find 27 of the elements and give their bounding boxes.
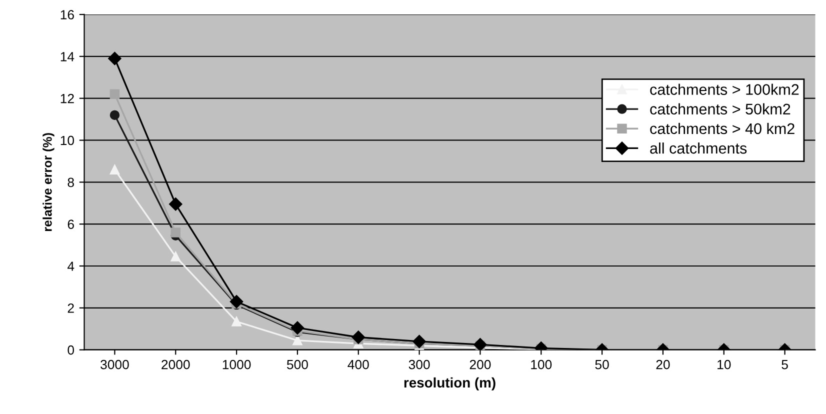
legend-label: catchments > 100km2	[650, 84, 799, 95]
y-tick-label: 4	[67, 262, 74, 271]
x-tick-label: 20	[656, 360, 670, 370]
y-tick-label: 10	[60, 136, 74, 146]
y-tick-label: 12	[60, 94, 74, 104]
x-tick-label: 1000	[222, 360, 251, 370]
y-tick-label: 14	[60, 52, 74, 62]
x-tick-label: 5	[782, 360, 788, 370]
x-tick-label: 2000	[162, 360, 190, 370]
y-tick-label: 0	[68, 345, 74, 355]
legend-label: all catchments	[650, 142, 747, 154]
x-tick-label: 10	[718, 360, 731, 370]
x-tick-label: 500	[286, 360, 308, 370]
y-axis-title: relative error (%)	[42, 133, 54, 232]
y-tick-label: 16	[60, 10, 74, 20]
x-tick-label: 3000	[100, 360, 129, 370]
y-tick-label: 2	[68, 303, 74, 313]
x-tick-label: 100	[531, 360, 552, 370]
y-tick-label: 8	[68, 178, 74, 188]
x-tick-label: 200	[470, 360, 491, 370]
x-tick-label: 50	[595, 360, 609, 370]
x-tick-label: 300	[408, 360, 430, 370]
y-tick-label: 6	[68, 220, 74, 229]
x-axis-title: resolution (m)	[404, 377, 496, 390]
x-tick-label: 400	[348, 360, 369, 370]
legend-label: catchments > 40 km2	[650, 122, 794, 134]
legend-label: catchments > 50km2	[650, 103, 790, 115]
